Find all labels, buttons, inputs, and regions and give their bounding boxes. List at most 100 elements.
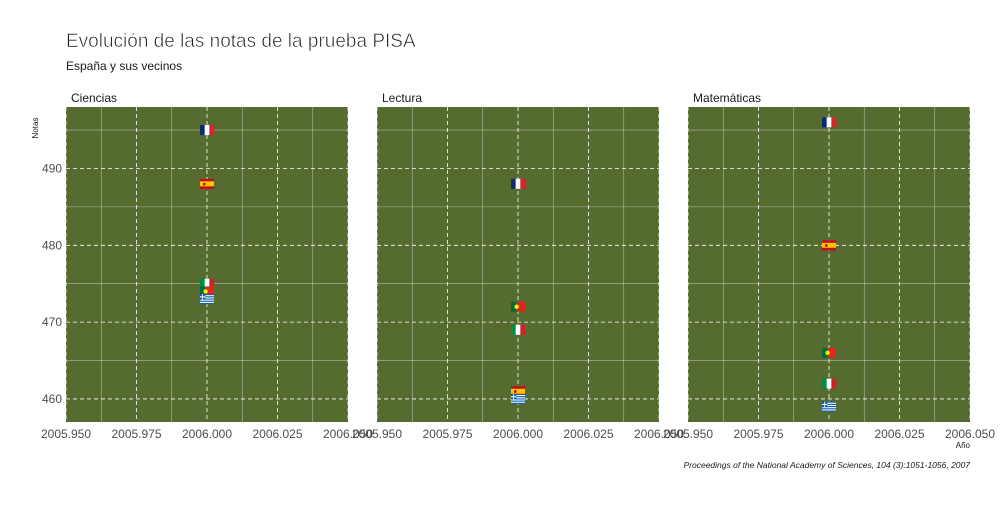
facet-panel-ciencias: Ciencias 2005.950 2005.975 2006.000 2006.025… — [41, 91, 373, 441]
flag-marker-pt — [822, 347, 836, 358]
flag-stripe — [822, 347, 828, 358]
y-tick-label: 470 — [42, 315, 62, 329]
flag-stripe — [511, 178, 516, 189]
flag-stripe — [822, 404, 836, 407]
flag-stripe — [831, 378, 837, 389]
x-tick-label: 2005.975 — [111, 427, 161, 441]
flag-stripe — [209, 278, 215, 289]
flag-stripe — [831, 117, 837, 128]
facet-panel-lectura: Lectura 2005.950 2005.975 2006.000 2006.025 2… — [352, 91, 684, 441]
flag-emblem — [514, 390, 517, 393]
y-tick-label: 460 — [42, 392, 62, 406]
flag-marker-gr — [200, 294, 214, 305]
flag-stripe — [511, 400, 525, 402]
flag-stripe — [200, 186, 214, 190]
x-tick-label: 2005.950 — [352, 427, 402, 441]
flag-stripe — [200, 296, 214, 298]
x-tick-label: 2006.050 — [323, 427, 373, 441]
flag-stripe — [822, 240, 836, 243]
flag-stripe — [511, 396, 525, 398]
x-tick-label: 2006.050 — [634, 427, 684, 441]
flag-stripe — [200, 300, 214, 302]
x-tick-label: 2006.025 — [252, 427, 302, 441]
flag-stripe — [200, 298, 214, 300]
flag-stripe — [511, 398, 525, 400]
flag-stripe — [822, 410, 836, 412]
flag-stripe — [511, 399, 525, 401]
flag-marker-it — [511, 324, 526, 335]
flag-marker-gr — [822, 401, 836, 412]
x-tick-label: 2006.025 — [563, 427, 613, 441]
flag-stripe — [822, 117, 827, 128]
flag-stripe — [200, 299, 214, 301]
flag-cross — [200, 296, 206, 298]
flag-stripe — [200, 295, 214, 297]
flag-stripe — [826, 378, 832, 389]
flag-stripe — [511, 324, 516, 335]
flag-stripe — [200, 302, 214, 305]
flag-marker-pt — [511, 301, 525, 312]
x-tick-label: 2006.050 — [945, 427, 995, 441]
y-tick-label: 480 — [42, 238, 62, 252]
flag-emblem — [825, 350, 830, 356]
panels-layer: Ciencias 2005.950 2005.975 2006.000 2006.025… — [41, 91, 995, 441]
flag-stripe — [822, 407, 836, 409]
flag-stripe — [200, 125, 205, 136]
flag-marker-pt — [200, 286, 214, 297]
facet-label: Matemáticas — [693, 91, 761, 105]
x-tick-label: 2006.000 — [804, 427, 854, 441]
flag-stripe — [511, 388, 525, 394]
flag-stripe — [511, 395, 525, 397]
flag-stripe — [200, 297, 214, 299]
flag-stripe — [205, 286, 214, 297]
flag-stripe — [822, 403, 836, 406]
x-axis-title: Año — [956, 441, 971, 450]
flag-stripe — [511, 393, 525, 396]
flag-stripe — [822, 409, 836, 411]
flag-stripe — [822, 242, 836, 248]
flag-emblem — [825, 244, 828, 247]
flag-emblem — [514, 304, 519, 309]
facet-label: Lectura — [382, 91, 422, 105]
flag-stripe — [822, 408, 836, 410]
flag-emblem — [203, 289, 208, 294]
flag-stripe — [511, 301, 517, 312]
flag-stripe — [822, 402, 836, 404]
flag-stripe — [200, 178, 214, 182]
flag-marker-es — [822, 240, 836, 251]
flag-stripe — [204, 278, 210, 289]
flag-stripe — [200, 286, 206, 297]
flag-cross — [822, 403, 828, 405]
flag-stripe — [520, 178, 526, 189]
x-tick-label: 2005.975 — [733, 427, 783, 441]
flag-stripe — [515, 178, 521, 189]
flag-stripe — [822, 401, 836, 403]
chart-title: Evolución de las notas de la prueba PISA — [66, 31, 416, 52]
chart-subtitle: España y sus vecinos — [66, 59, 182, 73]
flag-stripe — [516, 301, 525, 312]
flag-marker-fr — [822, 117, 837, 128]
flag-emblem — [203, 182, 206, 186]
y-axis-title: Notas — [31, 118, 40, 139]
flag-stripe — [511, 401, 525, 403]
flag-stripe — [827, 347, 836, 358]
flag-stripe — [822, 378, 827, 389]
flag-stripe — [822, 247, 836, 251]
facet-label: Ciencias — [71, 91, 117, 105]
flag-stripe — [520, 324, 526, 335]
flag-stripe — [200, 301, 214, 304]
flag-stripe — [200, 278, 205, 289]
flag-marker-it — [200, 278, 215, 289]
x-tick-label: 2005.975 — [422, 427, 472, 441]
flag-marker-gr — [511, 393, 525, 405]
x-tick-label: 2005.950 — [41, 427, 91, 441]
y-tick-label: 490 — [42, 161, 62, 175]
flag-marker-es — [200, 178, 214, 190]
flag-stripe — [200, 294, 214, 296]
flag-stripe — [511, 402, 525, 405]
x-tick-label: 2005.950 — [663, 427, 713, 441]
facet-panel-matemáticas: Matemáticas 2005.950 2005.975 2006.000 2006.… — [663, 91, 995, 441]
flag-stripe — [511, 397, 525, 399]
flag-stripe — [822, 406, 836, 408]
